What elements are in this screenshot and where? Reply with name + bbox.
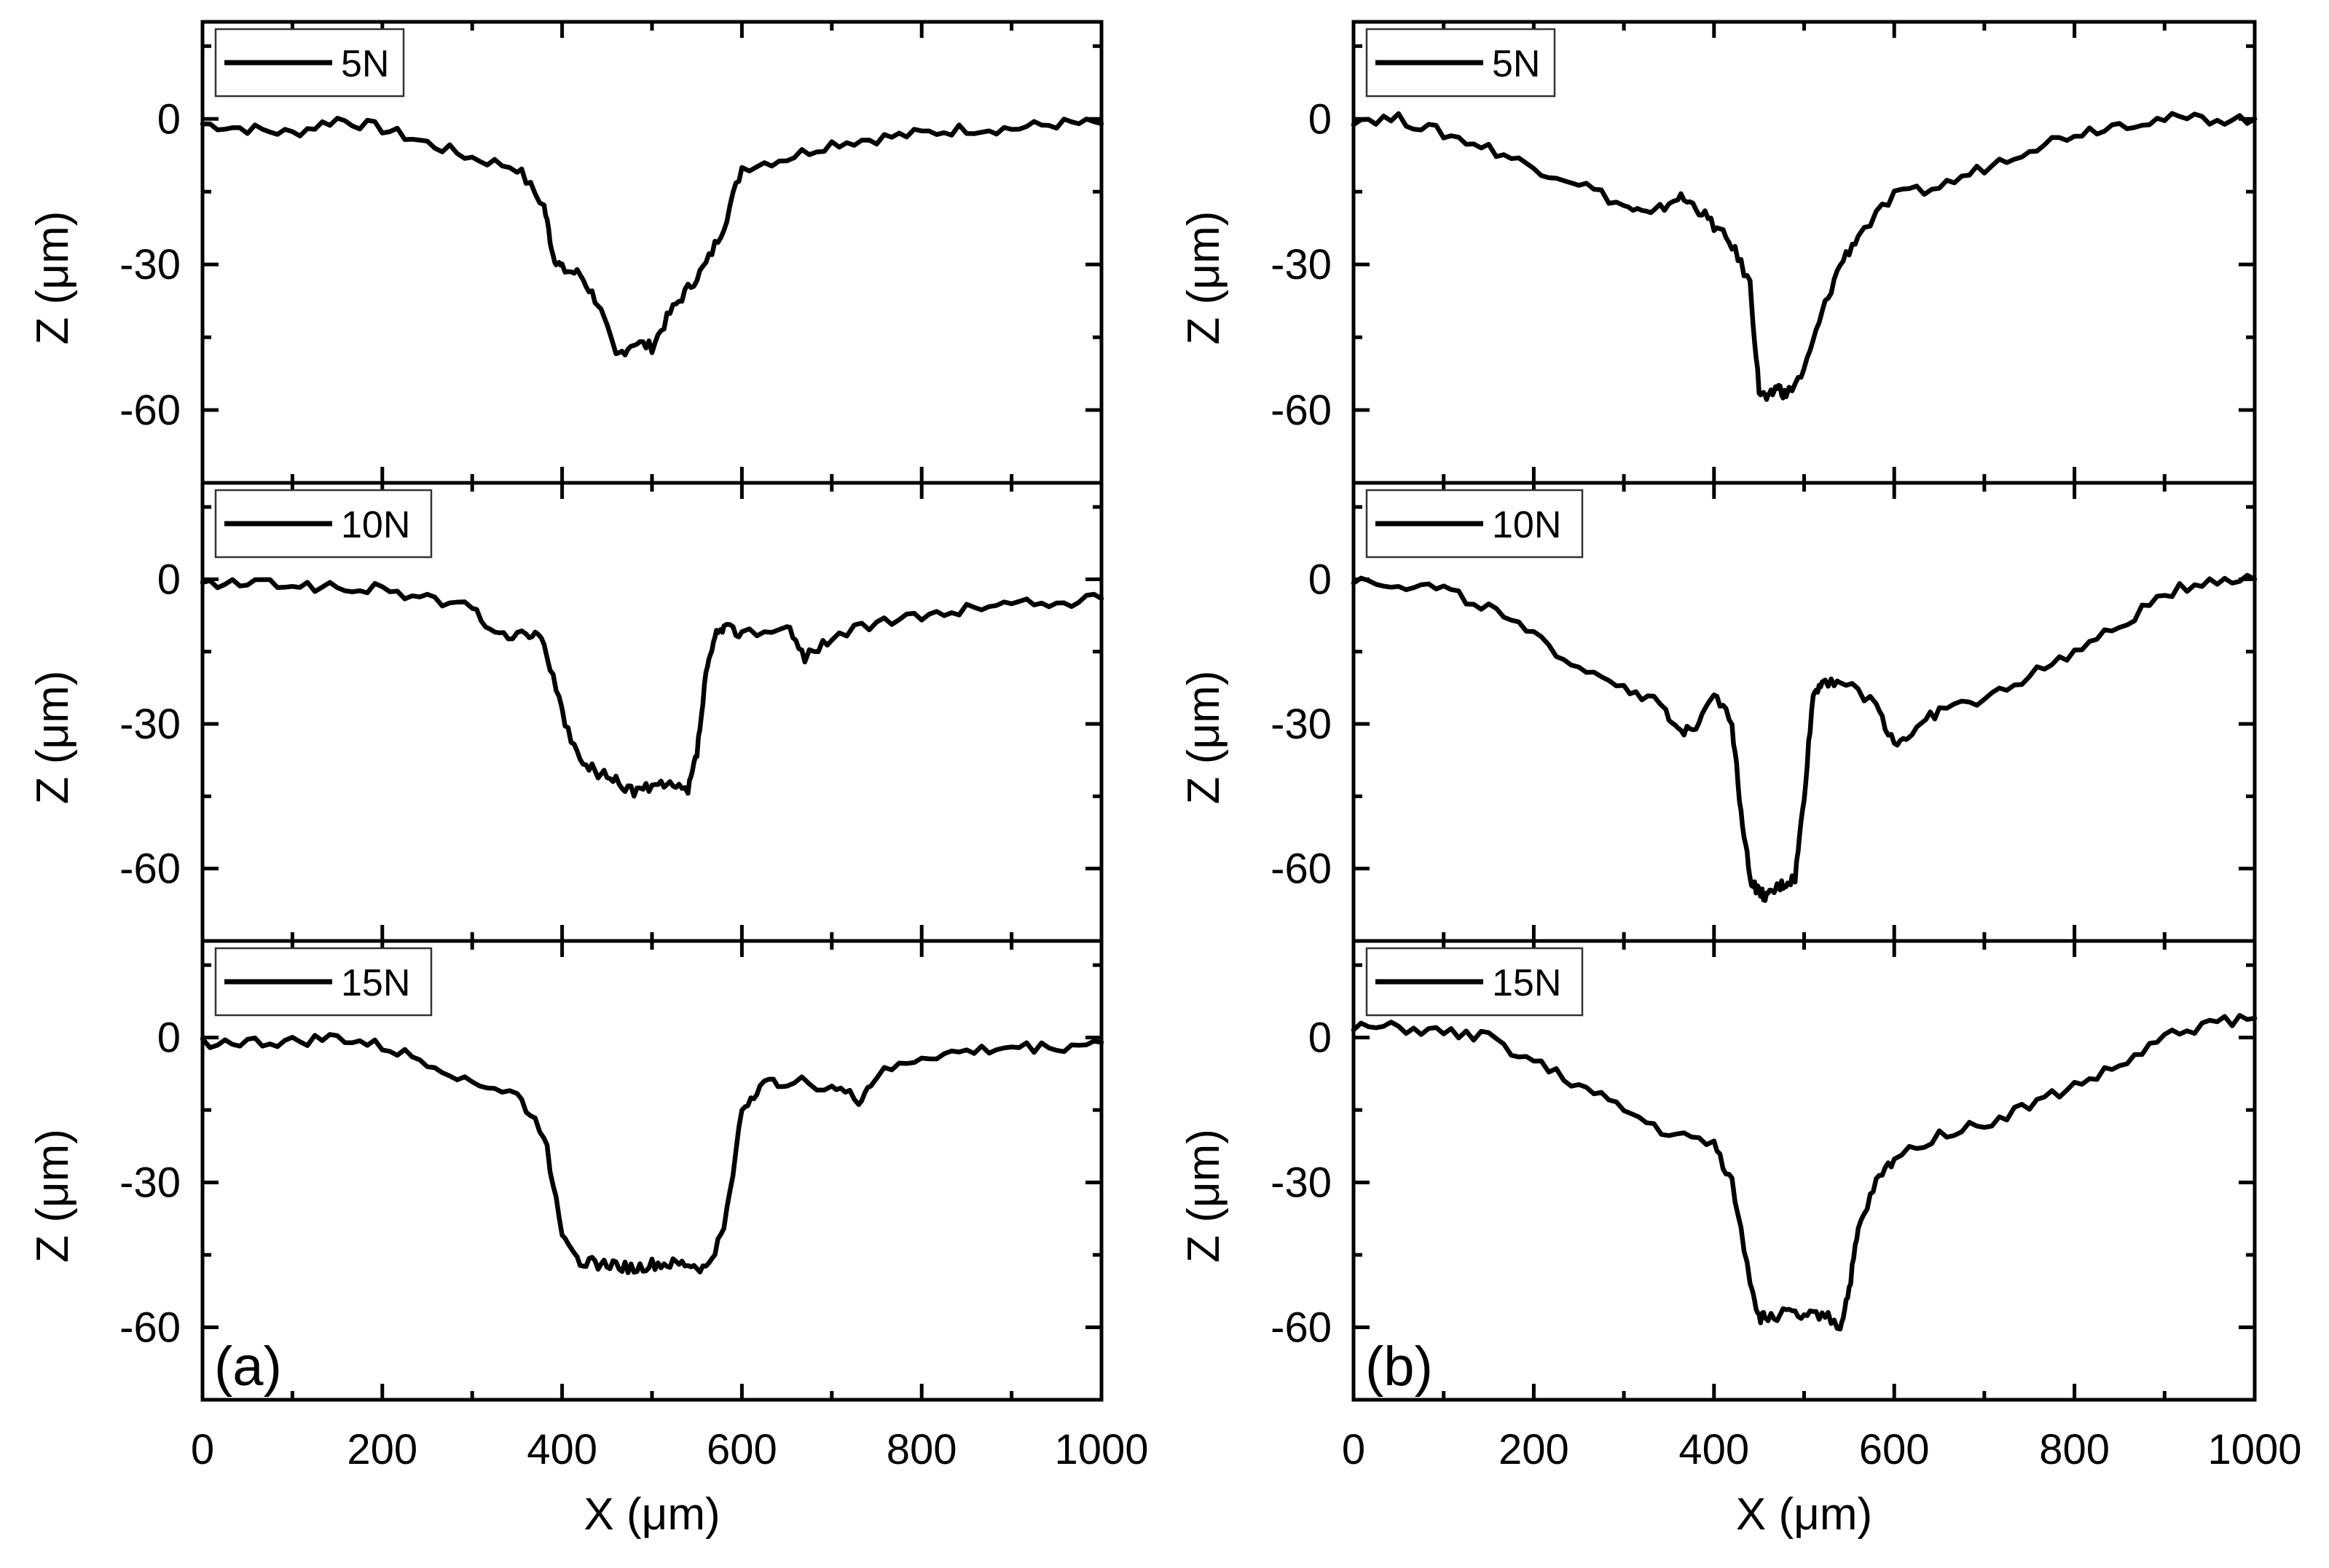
- y-axis-title: Z (μm): [28, 671, 78, 805]
- y-axis-title: Z (μm): [1179, 1129, 1229, 1263]
- y-tick-label: -30: [119, 701, 181, 748]
- x-tick-label: 200: [1499, 1426, 1569, 1473]
- legend-label: 15N: [1492, 962, 1561, 1004]
- panel-label: (a): [214, 1336, 282, 1398]
- x-axis-title: X (μm): [584, 1489, 720, 1540]
- y-tick-label: -60: [1270, 387, 1332, 434]
- legend-5N: 5N: [1365, 28, 1556, 98]
- x-tick-label: 200: [347, 1426, 417, 1473]
- panel-frame: [200, 20, 1104, 1402]
- legend-10N: 10N: [1365, 489, 1584, 559]
- x-tick-label: 800: [2039, 1426, 2110, 1473]
- panel-b: 0 -30 -60 Z (μm) 5N 0 -30 -60 Z (μm) 10N 0 -30 -60 Z …: [1179, 20, 2302, 1540]
- x-tick-label: 0: [1342, 1426, 1365, 1473]
- legend-15N: 15N: [1365, 947, 1584, 1017]
- x-tick-label: 1000: [1054, 1426, 1148, 1473]
- panel-label: (b): [1365, 1336, 1433, 1398]
- x-tick-label: 600: [1859, 1426, 1930, 1473]
- y-tick-label: -60: [119, 387, 181, 434]
- legend-label: 10N: [341, 504, 410, 546]
- y-tick-label: -60: [1270, 846, 1332, 893]
- x-axis-title: X (μm): [1736, 1489, 1872, 1540]
- subplot-5N: 0 -30 -60 Z (μm) 5N: [28, 22, 1104, 483]
- legend-15N: 15N: [214, 947, 433, 1017]
- y-tick-label: -60: [119, 1304, 181, 1352]
- subplot-10N: 0 -30 -60 Z (μm) 10N: [28, 483, 1104, 941]
- subplot-15N: 0 -30 -60 Z (μm) 15N: [1179, 941, 2258, 1400]
- y-tick-label: -60: [119, 846, 181, 893]
- x-tick-label: 400: [527, 1426, 597, 1473]
- legend-label: 5N: [341, 43, 389, 85]
- series-line-15N: [1351, 1012, 2258, 1332]
- subplot-15N: 0 -30 -60 Z (μm) 15N: [28, 941, 1104, 1400]
- x-tick-label: 1000: [2207, 1426, 2301, 1473]
- x-tick-label: 0: [191, 1426, 214, 1473]
- legend-10N: 10N: [214, 489, 433, 559]
- x-tick-label: 800: [887, 1426, 957, 1473]
- series-line-15N: [200, 1032, 1104, 1275]
- y-tick-label: -30: [119, 1159, 181, 1207]
- subplot-10N: 0 -30 -60 Z (μm) 10N: [1179, 483, 2258, 941]
- panel-a: 0 -30 -60 Z (μm) 5N 0 -30 -60 Z (μm) 10N 0 -30 -60 Z …: [28, 20, 1149, 1540]
- y-tick-label: -60: [1270, 1304, 1332, 1352]
- y-tick-label: -30: [119, 241, 181, 288]
- series-line-5N: [1351, 111, 2258, 402]
- legend-label: 5N: [1492, 43, 1540, 85]
- legend-label: 10N: [1492, 504, 1561, 546]
- y-tick-label: -30: [1270, 701, 1332, 748]
- y-tick-label: 0: [1308, 556, 1332, 603]
- x-tick-label: 600: [707, 1426, 777, 1473]
- y-tick-label: 0: [157, 95, 181, 143]
- y-axis-title: Z (μm): [28, 1129, 78, 1263]
- y-tick-label: 0: [157, 1015, 181, 1062]
- y-axis-title: Z (μm): [28, 211, 78, 345]
- series-line-10N: [200, 577, 1104, 799]
- y-tick-label: 0: [1308, 95, 1332, 143]
- panel-frame: [1351, 20, 2257, 1402]
- y-tick-label: 0: [157, 556, 181, 603]
- y-tick-label: 0: [1308, 1015, 1332, 1062]
- series-line-10N: [1351, 572, 2258, 903]
- subplot-5N: 0 -30 -60 Z (μm) 5N: [1179, 22, 2258, 483]
- y-tick-label: -30: [1270, 241, 1332, 288]
- legend-5N: 5N: [214, 28, 405, 98]
- y-axis-title: Z (μm): [1179, 211, 1229, 345]
- x-tick-label: 400: [1678, 1426, 1749, 1473]
- legend-label: 15N: [341, 962, 410, 1004]
- series-line-5N: [200, 116, 1104, 358]
- y-tick-label: -30: [1270, 1159, 1332, 1207]
- y-axis-title: Z (μm): [1179, 671, 1229, 805]
